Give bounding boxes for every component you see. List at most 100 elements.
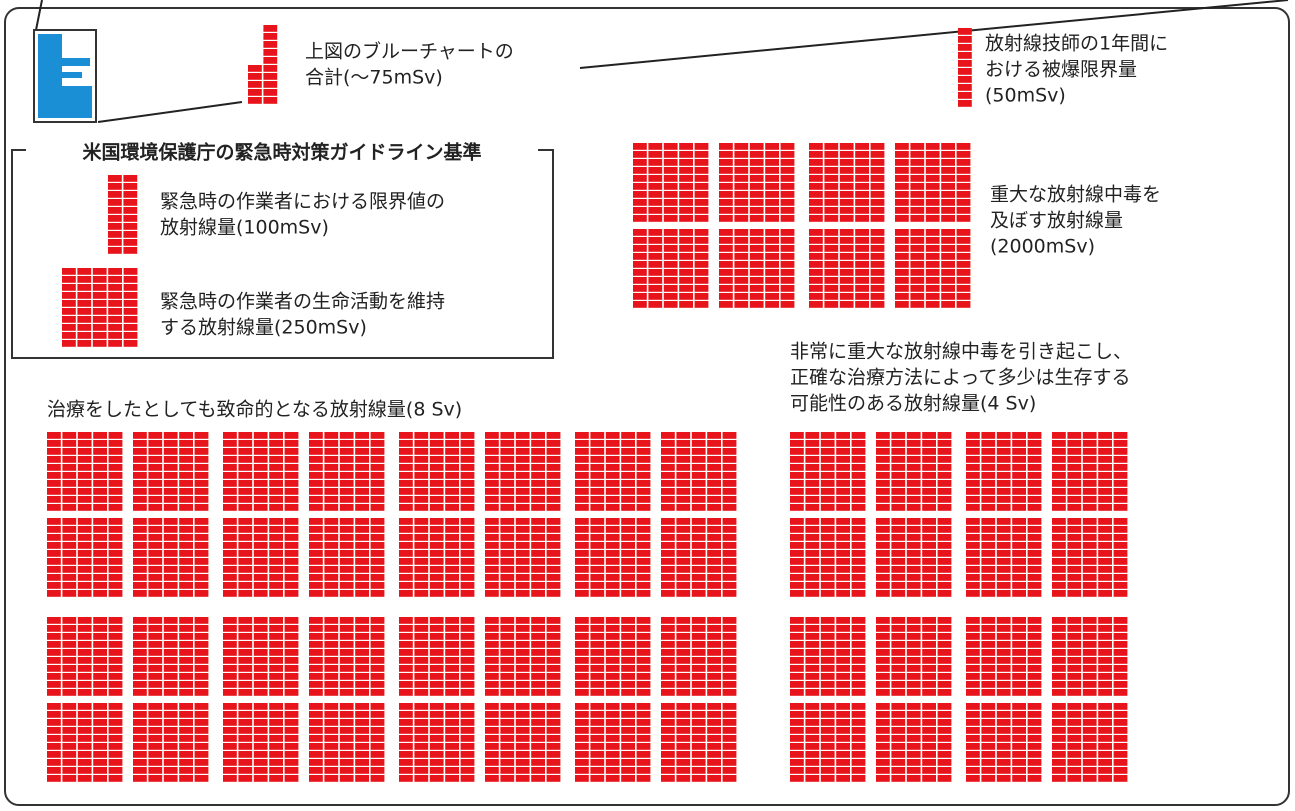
dose-cell — [324, 665, 339, 672]
dose-cell — [1027, 526, 1042, 533]
dose-cell — [370, 751, 385, 758]
dose-cell — [123, 324, 138, 331]
dose-cell — [429, 743, 444, 750]
dose-cell — [339, 719, 354, 726]
dose-cell — [515, 496, 530, 503]
dose-cell — [937, 472, 952, 479]
dose-cell — [981, 727, 996, 734]
dose-cell — [355, 518, 369, 525]
dose-cell — [62, 340, 76, 347]
dose-cell — [253, 617, 268, 624]
dose-cell — [734, 269, 749, 276]
dose-cell — [546, 432, 561, 439]
dose-cell — [1027, 542, 1042, 549]
dose-cell — [515, 526, 530, 533]
dose-cell — [719, 183, 733, 190]
dose-cell — [575, 518, 589, 525]
dose-cell — [590, 617, 605, 624]
dose-cell — [734, 143, 749, 150]
dose-cell — [809, 199, 823, 206]
dose-cell — [906, 464, 921, 471]
dose-cell — [515, 464, 530, 471]
dose-cell — [269, 590, 283, 597]
dose-cell — [1052, 574, 1066, 581]
dose-cell — [851, 448, 866, 455]
dose-cell — [575, 735, 589, 742]
dose-cell — [707, 625, 721, 632]
dose-cell — [707, 751, 721, 758]
dose-cell — [621, 440, 635, 447]
dose-cell — [485, 719, 499, 726]
dose-cell — [370, 448, 385, 455]
dose-cell — [956, 183, 971, 190]
dose-cell — [941, 269, 955, 276]
dose-cell — [1012, 480, 1026, 487]
dose-cell — [108, 665, 123, 672]
dose-cell — [910, 253, 925, 260]
dose-cell — [956, 167, 971, 174]
dose-cell — [895, 253, 909, 260]
dose-cell — [707, 480, 721, 487]
dose-cell — [309, 625, 323, 632]
dose-cell — [399, 617, 413, 624]
dose-cell — [253, 743, 268, 750]
dose-cell — [966, 641, 980, 648]
dose-cell — [500, 681, 515, 688]
dose-cell — [966, 711, 980, 718]
dose-cell — [937, 703, 952, 710]
dose-cell — [1113, 751, 1128, 758]
dose-cell — [734, 277, 749, 284]
dose-cell — [621, 504, 635, 511]
dose-cell — [414, 743, 429, 750]
dose-cell — [981, 496, 996, 503]
dose-cell — [77, 735, 92, 742]
dose-cell — [179, 727, 193, 734]
dose-cell — [515, 641, 530, 648]
dose-cell — [661, 534, 675, 541]
dose-cell — [691, 625, 706, 632]
dose-cell — [922, 550, 936, 557]
dose-cell — [676, 472, 691, 479]
dose-cell — [460, 673, 475, 680]
dose-cell — [223, 582, 237, 589]
dose-cell — [981, 673, 996, 680]
dose-cell — [605, 534, 620, 541]
dose-cell — [996, 574, 1011, 581]
dose-cell — [284, 649, 299, 656]
dose-cell — [284, 550, 299, 557]
dose-cell — [1027, 574, 1042, 581]
dose-cell — [253, 464, 268, 471]
dose-cell — [1027, 558, 1042, 565]
dose-cell — [836, 759, 850, 766]
dose-cell — [47, 711, 61, 718]
dose-cell — [1067, 558, 1082, 565]
dose-cell — [194, 456, 209, 463]
dose-cell — [676, 641, 691, 648]
dose-cell — [460, 703, 475, 710]
dose-cell — [223, 617, 237, 624]
dose-cell — [679, 229, 693, 236]
dose-cell — [339, 775, 354, 782]
dose-cell — [179, 480, 193, 487]
dose-cell — [370, 719, 385, 726]
dose-cell — [1082, 625, 1097, 632]
dose-cell — [809, 245, 823, 252]
dose-cell — [1113, 735, 1128, 742]
dose-cell — [77, 464, 92, 471]
dose-cell — [648, 199, 663, 206]
dose-cell — [780, 143, 795, 150]
dose-cell — [966, 775, 980, 782]
dose-cell — [93, 496, 107, 503]
dose-cell — [851, 558, 866, 565]
dose-cell — [1098, 542, 1112, 549]
dose-cell — [836, 767, 850, 774]
dose-cell — [719, 277, 733, 284]
dose-cell — [355, 590, 369, 597]
dose-cell — [445, 641, 459, 648]
dose-cell — [780, 253, 795, 260]
dose-cell — [179, 504, 193, 511]
dose-cell — [47, 590, 61, 597]
dose-cell — [636, 432, 651, 439]
dose-cell — [937, 759, 952, 766]
dose-cell — [194, 689, 209, 696]
